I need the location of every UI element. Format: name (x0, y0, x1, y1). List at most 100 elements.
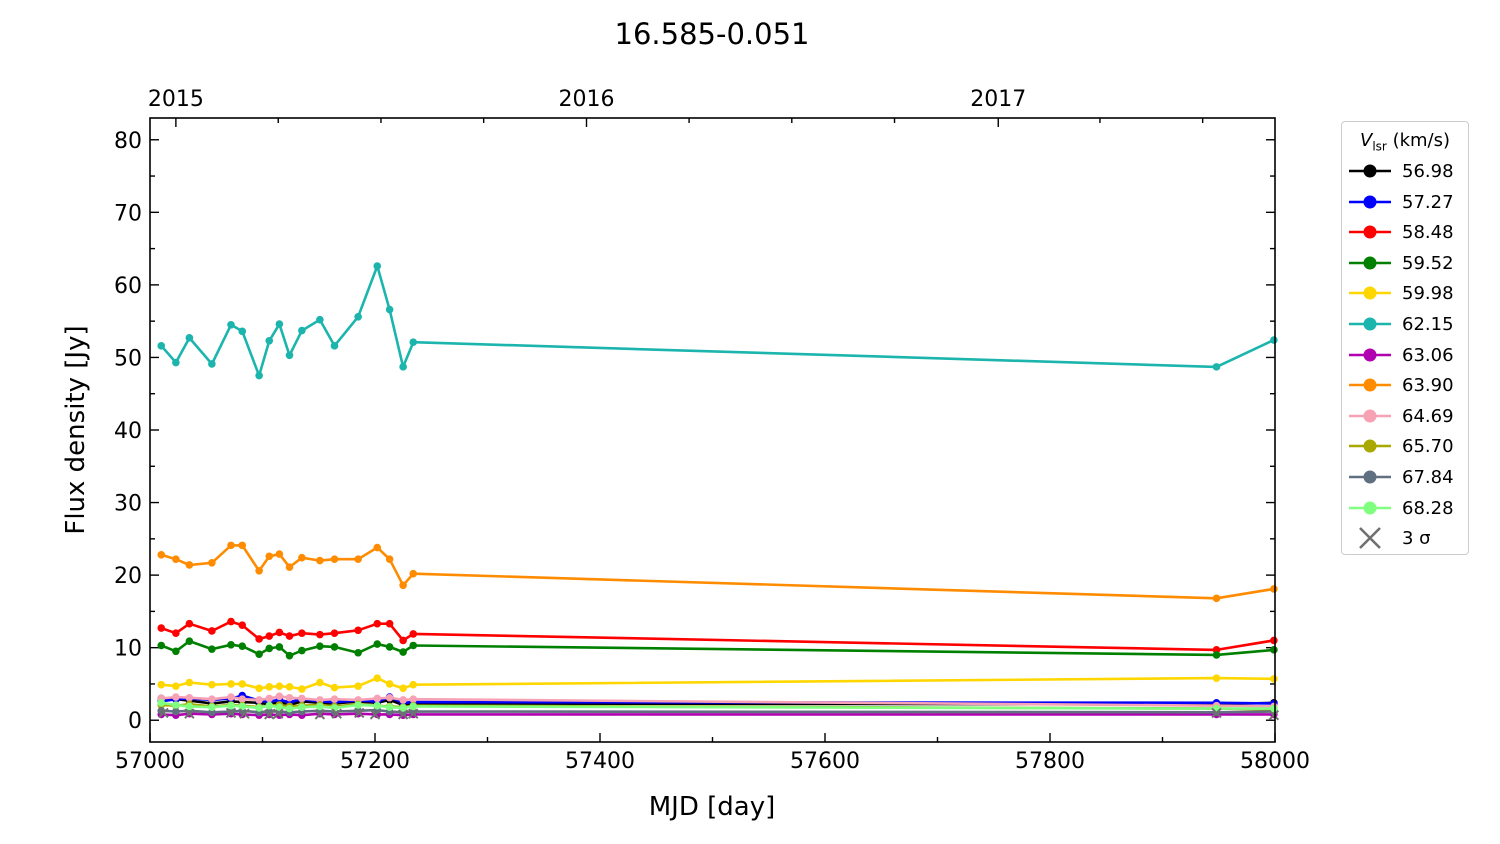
legend-swatch-marker (1363, 286, 1377, 300)
data-point (399, 648, 407, 656)
legend-item: 68.28 (1349, 496, 1467, 520)
data-point (330, 555, 339, 563)
y-tick-label: 70 (114, 201, 142, 226)
data-point (285, 704, 294, 713)
data-point (316, 630, 324, 639)
data-point (373, 701, 382, 710)
data-point (227, 640, 235, 649)
legend-label: 3 σ (1402, 528, 1431, 550)
series-line (161, 676, 1274, 691)
data-point (399, 636, 407, 645)
data-point (330, 695, 339, 703)
data-point (373, 619, 382, 628)
data-point (354, 313, 362, 321)
data-point (354, 555, 362, 563)
data-point (373, 674, 382, 682)
data-point (172, 629, 180, 637)
data-point (385, 643, 394, 651)
data-point (409, 569, 418, 578)
data-point (265, 336, 274, 345)
legend-swatch-marker (1363, 164, 1377, 178)
data-point (265, 552, 274, 561)
data-point (208, 360, 216, 368)
upper-limit-marker (331, 708, 342, 719)
y-tick-label: 0 (128, 709, 142, 734)
upper-limit-marker (314, 709, 326, 720)
x-tick-label: 57200 (340, 749, 410, 774)
upper-limit-marker (239, 708, 250, 719)
series-64.69 (157, 692, 1278, 711)
legend-label: 62.15 (1402, 314, 1454, 335)
data-point (285, 693, 294, 702)
data-point (185, 619, 194, 628)
data-point (238, 541, 247, 550)
series-line (161, 712, 1274, 717)
series-58.48 (157, 617, 1278, 654)
data-point (316, 315, 324, 324)
data-point (172, 707, 180, 716)
data-point (172, 358, 180, 367)
data-point (285, 651, 294, 660)
legend-label: 63.90 (1402, 375, 1454, 397)
legend-title-subscript: lsr (1372, 139, 1387, 154)
x-tick-label: 57000 (115, 749, 185, 774)
legend-swatch-marker (1363, 348, 1377, 362)
data-point (285, 632, 294, 640)
data-point (409, 630, 418, 638)
data-point (185, 561, 194, 569)
data-point (208, 558, 216, 567)
data-point (285, 683, 294, 691)
legend-swatch (1349, 501, 1391, 515)
legend-item: 67.84 (1349, 465, 1467, 489)
series-line (160, 264, 1275, 377)
legend-title-units: (km/s) (1386, 130, 1451, 151)
y-tick-label: 40 (114, 419, 142, 444)
legend-swatch (1349, 378, 1391, 392)
data-point (316, 702, 324, 711)
data-point (373, 640, 382, 648)
data-point (385, 703, 394, 711)
data-point (354, 648, 362, 657)
legend-swatch-marker (1363, 378, 1377, 392)
x-tick-label: 57600 (790, 749, 860, 774)
upper-limit-marker (158, 707, 169, 719)
data-point (238, 702, 247, 711)
data-point (265, 701, 274, 710)
data-point (1212, 651, 1221, 659)
plot-frame (149, 117, 1276, 743)
chart-title: 16.585-0.051 (615, 17, 810, 51)
legend-label: 58.48 (1402, 222, 1454, 244)
data-point (172, 647, 180, 656)
legend-cross-marker (1359, 527, 1381, 550)
data-point (208, 627, 216, 635)
data-point (265, 683, 274, 691)
data-point (316, 678, 324, 687)
data-point (409, 695, 418, 703)
data-point (157, 342, 166, 350)
legend-swatch (1349, 225, 1391, 239)
legend-swatch-marker (1363, 409, 1377, 423)
legend-swatch (1349, 409, 1391, 423)
legend-swatch-marker (1363, 317, 1377, 331)
data-point (172, 682, 180, 690)
upper-limit-marker (184, 708, 195, 719)
data-point (285, 351, 294, 360)
legend-swatch (1349, 470, 1391, 484)
data-point (399, 696, 407, 704)
data-point (157, 641, 166, 650)
legend-swatch (1349, 317, 1391, 331)
data-point (265, 632, 274, 640)
data-point (238, 621, 247, 629)
upper-limit-marker (1268, 709, 1280, 721)
data-point (275, 692, 284, 701)
legend-label: 67.84 (1402, 467, 1454, 488)
upper-limit-marker (354, 707, 365, 719)
data-point (298, 703, 306, 711)
data-point (227, 693, 235, 701)
data-point (227, 541, 235, 550)
data-point (1212, 674, 1221, 682)
data-point (265, 644, 274, 653)
series-line (161, 708, 1274, 714)
data-point (238, 327, 247, 336)
data-point (1212, 363, 1221, 371)
